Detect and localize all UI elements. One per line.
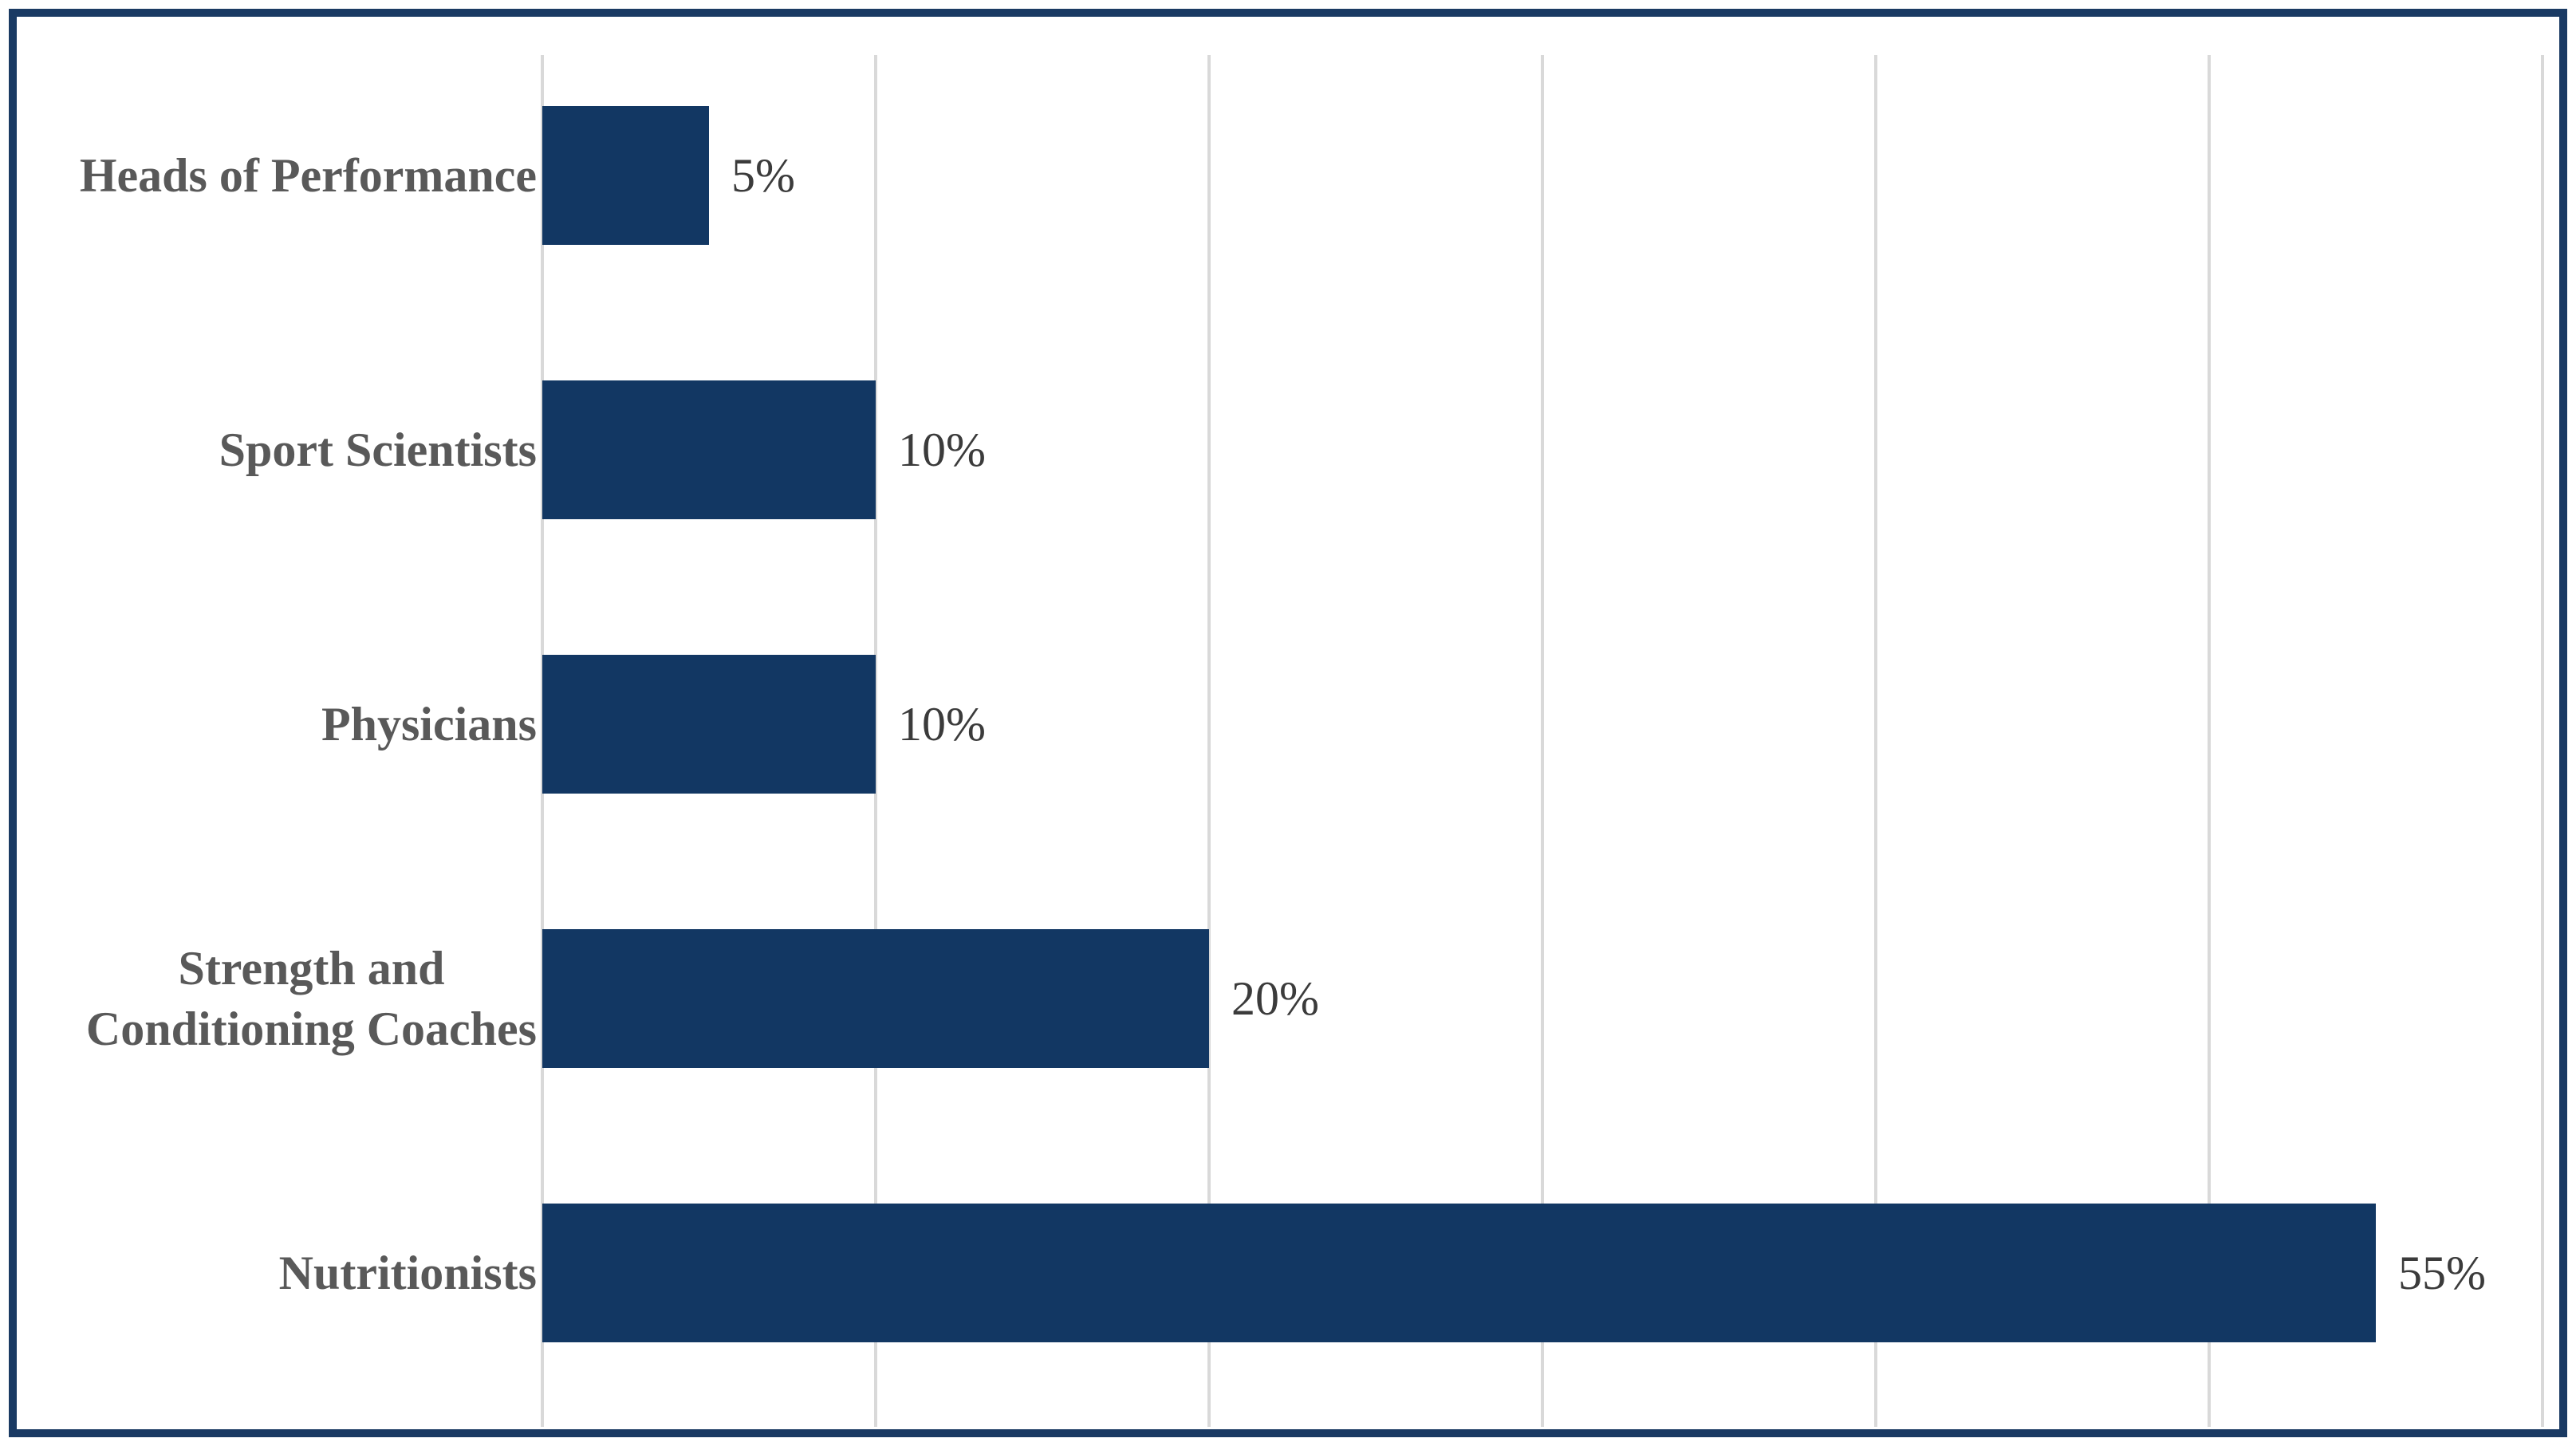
category-label-line: Sport Scientists bbox=[219, 424, 537, 476]
category-label-text: Strength and Conditioning Coaches bbox=[86, 938, 537, 1059]
category-label-text: Heads of Performance bbox=[80, 145, 537, 206]
category-label: Nutritionists bbox=[49, 1204, 537, 1342]
gridline bbox=[2541, 55, 2544, 1427]
category-label-text: Nutritionists bbox=[279, 1243, 537, 1303]
bar bbox=[542, 106, 709, 245]
category-label: Sport Scientists bbox=[49, 380, 537, 519]
value-label: 10% bbox=[898, 697, 986, 751]
value-label: 10% bbox=[898, 423, 986, 476]
category-label-line: Strength and bbox=[178, 942, 445, 995]
category-label: Heads of Performance bbox=[49, 106, 537, 245]
category-label-line: Heads of Performance bbox=[79, 149, 537, 202]
value-label: 55% bbox=[2398, 1246, 2486, 1299]
gridline bbox=[2208, 55, 2211, 1427]
bar bbox=[542, 929, 1209, 1068]
bar bbox=[542, 380, 876, 519]
category-label-line: Conditioning Coaches bbox=[85, 1003, 537, 1055]
category-label: Physicians bbox=[49, 655, 537, 794]
category-label-line: Nutritionists bbox=[278, 1247, 537, 1299]
gridline bbox=[1874, 55, 1877, 1427]
gridline bbox=[874, 55, 877, 1427]
bar bbox=[542, 1204, 2376, 1342]
bar bbox=[542, 655, 876, 794]
plot-area: Heads of Performance 5% Sport Scientists 10… bbox=[17, 17, 2559, 1429]
category-label-text: Sport Scientists bbox=[219, 420, 537, 480]
category-label-line: Physicians bbox=[321, 698, 537, 751]
category-label-text: Physicians bbox=[321, 694, 537, 755]
gridline bbox=[1541, 55, 1544, 1427]
value-label: 20% bbox=[1231, 971, 1319, 1025]
gridline bbox=[1207, 55, 1211, 1427]
chart-border: Heads of Performance 5% Sport Scientists 10… bbox=[9, 9, 2567, 1437]
value-label: 5% bbox=[731, 148, 795, 202]
category-label: Strength and Conditioning Coaches bbox=[49, 929, 537, 1068]
